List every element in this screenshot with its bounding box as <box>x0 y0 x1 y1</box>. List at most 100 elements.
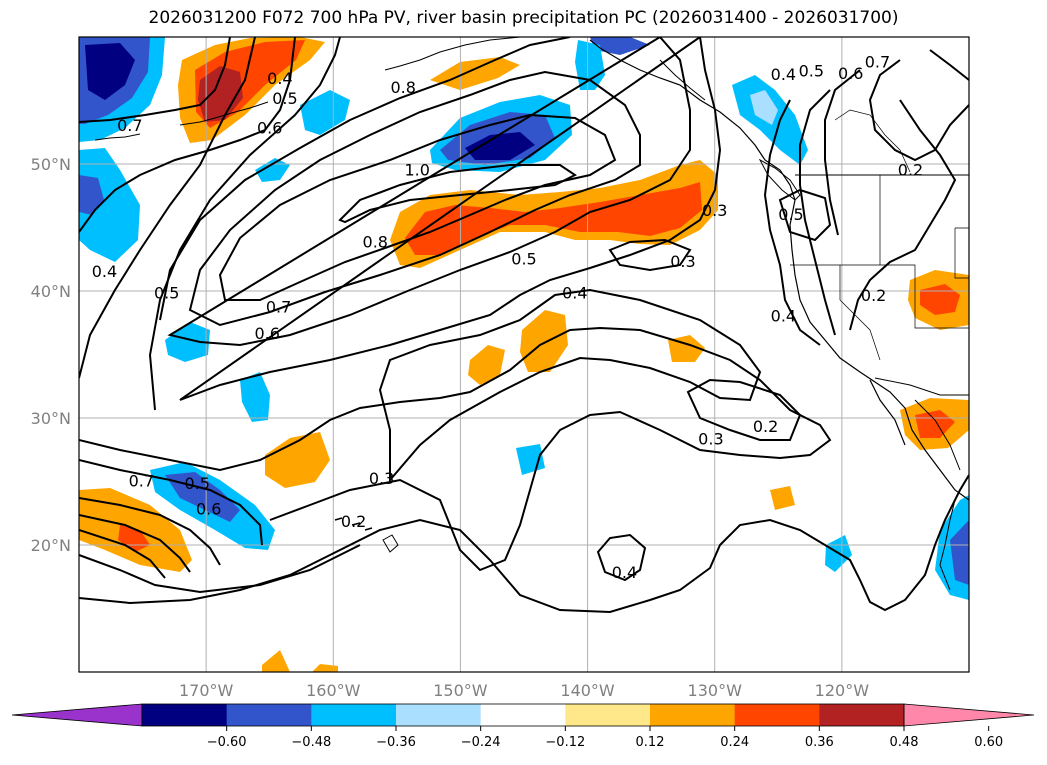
state-border-2 <box>879 175 969 329</box>
contour-label-10: 0.4 <box>92 262 117 281</box>
contour-label-4: 0.8 <box>390 78 415 97</box>
contour-label-25: 0.3 <box>369 469 394 488</box>
pv-contour-0.3-loop <box>608 238 692 272</box>
aleutians-west <box>94 133 141 141</box>
vancouver-island <box>758 158 801 201</box>
precip-positive-e-2-core <box>915 410 955 438</box>
mexico-coast <box>939 499 956 591</box>
precip-positive-s-2 <box>312 664 338 672</box>
latitude-labels: 50°N 40°N 30°N 20°N <box>31 155 71 555</box>
baja-california-coast <box>869 379 906 446</box>
precip-negative-w-core <box>79 175 104 215</box>
pv-contour-0.8 <box>218 113 617 301</box>
contour-label-2: 0.6 <box>257 118 282 137</box>
lon-label-3: 140°W <box>560 681 615 700</box>
pv-contour-0.3-east <box>763 99 821 346</box>
hawaii-islands <box>334 517 373 531</box>
lon-label-1: 160°W <box>306 681 361 700</box>
contour-label-8: 0.6 <box>254 324 279 343</box>
pv-contour-sw-4 <box>79 529 166 579</box>
contour-label-7: 0.7 <box>266 298 291 317</box>
pv-contour-0.3-south <box>596 533 647 582</box>
contour-label-28: 0.7 <box>129 472 154 491</box>
contour-label-5: 1.0 <box>404 160 429 179</box>
contour-label-22: 0.7 <box>865 52 890 71</box>
contour-label-6: 0.8 <box>363 233 388 252</box>
precip-positive-e-1-core <box>920 284 960 315</box>
pv-contour-0.2 <box>79 474 969 614</box>
pv-contour-nw-1 <box>79 37 231 123</box>
colorbar-label-0: −0.60 <box>207 735 247 750</box>
lon-label-5: 120°W <box>815 681 870 700</box>
contour-label-29: 0.5 <box>185 474 210 493</box>
precip-negative-nw-peak <box>85 43 135 100</box>
pv-contour-nw-2 <box>79 37 296 233</box>
map-area: 0.4 0.5 0.6 0.7 0.8 1.0 0.8 0.7 0.6 0.5 0.4 0.5 0.4 0… <box>79 37 969 672</box>
panhandle-coast <box>659 59 706 101</box>
colorbar-label-7: 0.36 <box>805 735 834 750</box>
contour-label-14: 0.3 <box>670 252 695 271</box>
colorbar-label-2: −0.36 <box>376 735 416 750</box>
precip-negative-ne-core <box>750 90 778 125</box>
colorbar-extend-low <box>11 703 143 727</box>
contour-label-18: 0.2 <box>898 160 923 179</box>
lon-label-2: 150°W <box>433 681 488 700</box>
lon-label-4: 130°W <box>688 681 743 700</box>
pv-contour-0.2-east <box>849 99 957 331</box>
contour-label-27: 0.4 <box>612 563 637 582</box>
precip-negative-small-1 <box>300 90 350 135</box>
pv-contour-sw-1 <box>79 459 263 546</box>
precip-negative-mid-3 <box>516 444 545 475</box>
colorbar-label-3: −0.24 <box>461 735 501 750</box>
north-america-coast <box>589 39 969 501</box>
pv-contour-0.7 <box>188 70 641 327</box>
precip-negative-sw-core <box>165 472 240 522</box>
precip-negative-w <box>79 148 140 262</box>
precip-negative-nc-peak <box>465 132 535 160</box>
colorbar: −0.60 −0.48 −0.36 −0.24 −0.12 0.12 0.24 0.36 0.4… <box>11 703 1035 750</box>
longitude-labels: 170°W 160°W 150°W 140°W 130°W 120°W <box>179 681 869 700</box>
pv-contour-labels: 0.4 0.5 0.6 0.7 0.8 1.0 0.8 0.7 0.6 0.5 0.4 0.5 0.4 0… <box>92 52 924 582</box>
contour-label-16: 0.2 <box>861 286 886 305</box>
precip-negative-n-2 <box>575 40 605 90</box>
pv-contour-0.6-east <box>868 59 969 162</box>
contour-label-24: 0.3 <box>698 430 723 449</box>
pv-contour-sw-3 <box>79 514 191 573</box>
contour-label-30: 0.6 <box>196 499 221 518</box>
lon-label-0: 170°W <box>179 681 234 700</box>
contour-label-13: 0.3 <box>702 201 727 220</box>
precip-positive-s-1 <box>262 650 290 672</box>
lat-label-3: 20°N <box>31 536 71 555</box>
contour-label-9: 0.5 <box>154 284 179 303</box>
pv-contour-0.5-loop <box>778 188 832 242</box>
colorbar-label-4: −0.12 <box>545 735 585 750</box>
pv-contour-0.6 <box>159 37 691 347</box>
state-border-4 <box>954 227 969 279</box>
graticule <box>79 37 969 672</box>
colorbar-outline <box>141 703 905 727</box>
contour-label-23: 0.2 <box>753 417 778 436</box>
colorbar-segment-5 <box>565 704 651 726</box>
lat-label-0: 50°N <box>31 155 71 174</box>
pv-contour-sw-2 <box>79 497 221 566</box>
pv-contour-0.5 <box>148 37 722 411</box>
colorbar-extend-high <box>903 703 1035 727</box>
colorbar-segment-3 <box>396 704 482 726</box>
precip-negative-mid-2 <box>240 372 270 422</box>
contour-label-0: 0.4 <box>267 69 292 88</box>
colorbar-segment-1 <box>226 704 312 726</box>
pv-contour-0.2-loop <box>686 378 802 441</box>
coastlines <box>94 37 969 591</box>
contour-label-19: 0.4 <box>771 65 796 84</box>
colorbar-segment-8 <box>819 704 905 726</box>
gulf-of-california-coast <box>914 399 961 471</box>
precip-positive-mid-2 <box>468 345 505 385</box>
precip-positive-n-1 <box>430 57 520 90</box>
alaska-coast <box>384 37 521 71</box>
pv-contour-0.3 <box>79 326 832 572</box>
colorbar-label-5: 0.12 <box>636 735 665 750</box>
contour-label-15: 0.4 <box>771 306 796 325</box>
contour-label-11: 0.5 <box>511 249 536 268</box>
hawaii-big-island <box>382 534 399 553</box>
pv-contour-0.4-central <box>378 288 762 483</box>
